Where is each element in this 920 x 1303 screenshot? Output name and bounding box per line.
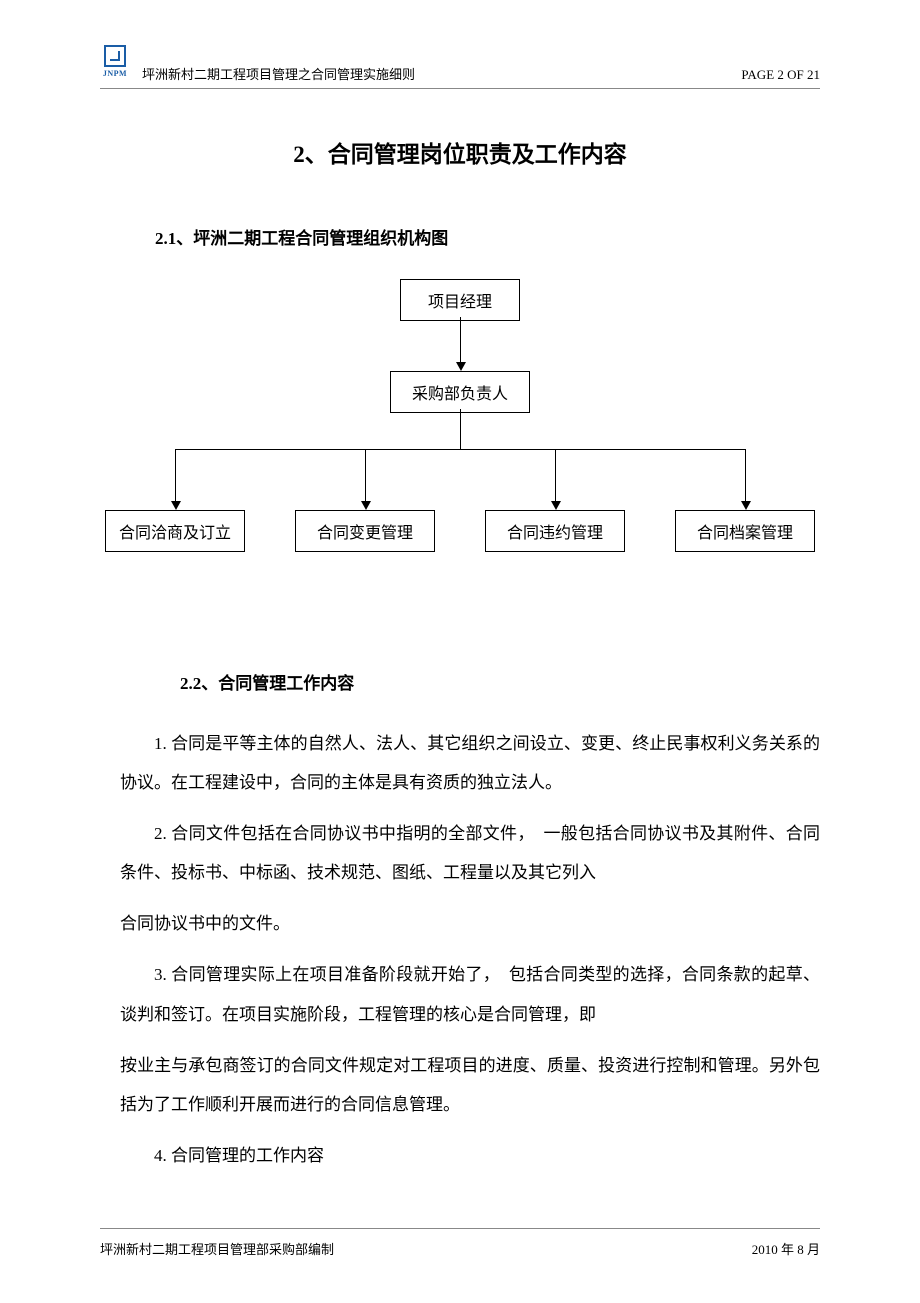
page-content: 2、合同管理岗位职责及工作内容 2.1、坪洲二期工程合同管理组织机构图 项目经理… — [100, 135, 820, 1187]
node-change-mgmt: 合同变更管理 — [295, 510, 435, 552]
paragraph-1: 1. 合同是平等主体的自然人、法人、其它组织之间设立、变更、终止民事权利义务关系… — [120, 724, 820, 802]
paragraph-3b: 按业主与承包商签订的合同文件规定对工程项目的进度、质量、投资进行控制和管理。另外… — [120, 1046, 820, 1124]
connector-line — [460, 317, 461, 365]
section-title: 2、合同管理岗位职责及工作内容 — [100, 135, 820, 169]
page-footer: 坪洲新村二期工程项目管理部采购部编制 2010 年 8 月 — [100, 1228, 820, 1258]
paragraph-2b: 合同协议书中的文件。 — [120, 904, 820, 943]
node-archive-mgmt: 合同档案管理 — [675, 510, 815, 552]
page-header: JNPM 坪洲新村二期工程项目管理之合同管理实施细则 PAGE 2 OF 21 — [100, 45, 820, 89]
arrow-icon — [361, 501, 371, 510]
footer-left: 坪洲新村二期工程项目管理部采购部编制 — [100, 1239, 334, 1258]
arrow-icon — [171, 501, 181, 510]
header-doc-title: 坪洲新村二期工程项目管理之合同管理实施细则 — [142, 64, 415, 83]
connector-line — [175, 449, 745, 450]
arrow-icon — [456, 362, 466, 371]
subsection-21-title: 2.1、坪洲二期工程合同管理组织机构图 — [155, 224, 820, 249]
connector-line — [175, 449, 176, 504]
logo-icon — [104, 45, 126, 67]
logo-text: JNPM — [103, 69, 127, 78]
page-number: PAGE 2 OF 21 — [741, 67, 820, 83]
node-project-manager: 项目经理 — [400, 279, 520, 321]
node-breach-mgmt: 合同违约管理 — [485, 510, 625, 552]
paragraph-2a: 2. 合同文件包括在合同协议书中指明的全部文件， 一般包括合同协议书及其附件、合… — [120, 814, 820, 892]
node-negotiation: 合同洽商及订立 — [105, 510, 245, 552]
org-chart: 项目经理 采购部负责人 合同洽商及订立 合同变更管理 合同违约管理 合同档案管理 — [100, 279, 820, 599]
arrow-icon — [551, 501, 561, 510]
connector-line — [365, 449, 366, 504]
node-procurement-lead: 采购部负责人 — [390, 371, 530, 413]
connector-line — [555, 449, 556, 504]
subsection-22-title: 2.2、合同管理工作内容 — [180, 669, 820, 694]
paragraph-4: 4. 合同管理的工作内容 — [120, 1136, 820, 1175]
footer-right: 2010 年 8 月 — [752, 1239, 820, 1258]
connector-line — [745, 449, 746, 504]
logo-block: JNPM 坪洲新村二期工程项目管理之合同管理实施细则 — [100, 45, 415, 83]
paragraph-3a: 3. 合同管理实际上在项目准备阶段就开始了， 包括合同类型的选择，合同条款的起草… — [120, 955, 820, 1033]
connector-line — [460, 409, 461, 449]
arrow-icon — [741, 501, 751, 510]
jnpm-logo: JNPM — [100, 45, 130, 83]
